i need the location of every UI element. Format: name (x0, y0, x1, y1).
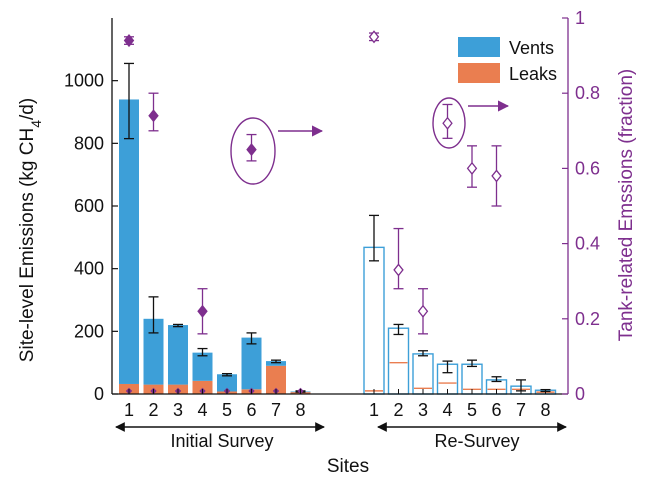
tank-fraction-g1-site-6 (491, 145, 502, 207)
y-axis-label-main: Site-level Emissions (kg CH (17, 128, 38, 362)
bar-vents-g0-site-1 (119, 99, 139, 384)
x-tick-label-g1-site-8: 8 (540, 400, 550, 420)
y-tick-label-0: 0 (94, 384, 104, 404)
tank-fraction-g0-site-4 (197, 288, 208, 335)
x-tick-label-g0-site-7: 7 (271, 400, 281, 420)
tank-fraction-g1-site-5 (466, 145, 478, 188)
y-axis-label: Site-level Emissions (kg CH4/d) (17, 98, 44, 362)
x-tick-label-g1-site-7: 7 (516, 400, 526, 420)
y-tick-label-1000: 1000 (64, 71, 104, 91)
error-bars-layer (124, 62, 551, 393)
tank-fraction-g1-site-4 (442, 103, 453, 139)
error-bar-g1-site-3 (418, 350, 428, 357)
error-bar-g1-site-2 (393, 323, 404, 336)
y2-tick-label-1: 0.2 (575, 309, 600, 329)
bar-vents-g0-site-4 (192, 352, 213, 381)
bar-leaks-g0-site-4 (192, 380, 213, 394)
legend-label-vents: Vents (509, 38, 554, 58)
x-tick-label-g0-site-8: 8 (295, 400, 305, 420)
right-axis-ticks: 0 0.2 0.4 0.6 0.8 1 (562, 8, 600, 404)
x-tick-label-g0-site-2: 2 (148, 400, 158, 420)
error-bar-g0-site-2 (148, 296, 159, 334)
y2-tick-label-0: 0 (575, 384, 585, 404)
y2-tick-label-3: 0.6 (575, 158, 600, 178)
x-tick-label-g0-site-3: 3 (173, 400, 183, 420)
highlight-ellipse-initial (230, 117, 276, 185)
left-axis-ticks: 0 200 400 600 800 1000 (64, 71, 118, 404)
error-bar-g0-site-3 (173, 323, 183, 328)
legend-swatch-vents (458, 37, 500, 57)
y2-axis-label: Tank-related Emssions (fraction) (616, 69, 637, 341)
bar-vents-g0-site-3 (168, 325, 188, 385)
error-bar-g0-site-1 (124, 62, 134, 140)
y2-tick-label-2: 0.4 (575, 234, 600, 254)
bar-vents-g1-site-1 (363, 246, 385, 395)
y-tick-label-200: 200 (74, 321, 104, 341)
x-tick-label-g0-site-1: 1 (124, 400, 134, 420)
legend: Vents Leaks (458, 37, 557, 84)
tank-fraction-g1-site-1 (368, 30, 380, 44)
bar-vents-g0-site-5 (217, 374, 237, 392)
error-bar-g1-site-1 (369, 214, 379, 262)
group-label-resurvey: Re-Survey (434, 431, 519, 451)
tank-fraction-g1-site-2 (393, 227, 404, 290)
bar-vents-g0-site-6 (241, 337, 262, 390)
tank-fraction-g0-site-6 (246, 133, 257, 162)
x-axis-label: Sites (327, 456, 369, 477)
highlight-ellipse-resurvey (432, 97, 466, 149)
x-tick-label-g1-site-2: 2 (393, 400, 403, 420)
error-bar-g1-site-6 (491, 376, 502, 383)
y-axis-label-end: /d) (17, 98, 38, 120)
y-tick-label-600: 600 (74, 196, 104, 216)
y-tick-label-800: 800 (74, 133, 104, 153)
tank-fraction-layer (123, 30, 502, 395)
x-tick-label-g0-site-4: 4 (197, 400, 207, 420)
x-tick-label-g1-site-3: 3 (418, 400, 428, 420)
bar-vents-g0-site-7 (266, 361, 286, 366)
x-tick-label-g1-site-6: 6 (491, 400, 501, 420)
x-tick-label-g0-site-6: 6 (246, 400, 256, 420)
bar-vents-g0-site-2 (143, 318, 164, 385)
tank-fraction-g0-site-2 (148, 92, 159, 132)
bar-leaks-g0-site-7 (266, 365, 286, 394)
tank-fraction-g1-site-3 (417, 288, 429, 335)
legend-swatch-leaks (458, 63, 500, 83)
y-tick-label-400: 400 (74, 259, 104, 279)
y-axis-label-sub: 4 (28, 120, 44, 128)
x-tick-label-g0-site-5: 5 (222, 400, 232, 420)
tank-fraction-g0-site-1 (123, 34, 135, 48)
x-tick-label-g1-site-4: 4 (442, 400, 452, 420)
y2-tick-label-5: 1 (575, 8, 585, 28)
x-tick-label-g1-site-5: 5 (467, 400, 477, 420)
error-bar-g1-site-4 (442, 360, 453, 374)
x-tick-label-g1-site-1: 1 (369, 400, 379, 420)
legend-label-leaks: Leaks (509, 64, 557, 84)
group-label-initial: Initial Survey (170, 431, 273, 451)
error-bar-g0-site-7 (271, 359, 281, 364)
y2-tick-label-4: 0.8 (575, 83, 600, 103)
error-bar-g1-site-5 (467, 359, 477, 368)
error-bar-g0-site-4 (197, 347, 208, 357)
error-bar-g0-site-5 (222, 372, 232, 377)
bars-layer (119, 99, 557, 395)
bar-vents-g1-site-2 (387, 327, 410, 395)
error-bar-g0-site-6 (246, 332, 257, 345)
